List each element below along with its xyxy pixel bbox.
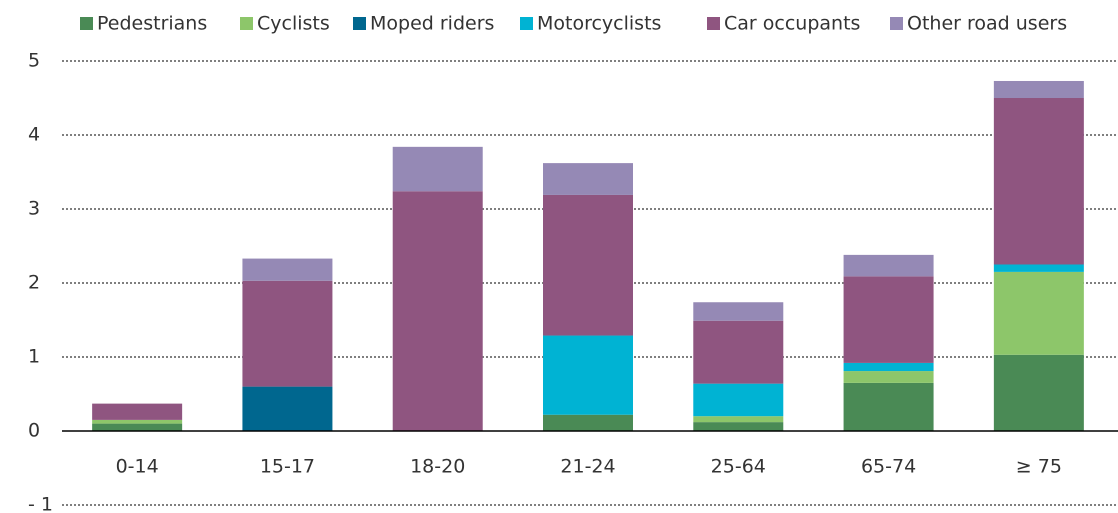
bar-segment (392, 191, 483, 431)
bar-segment (543, 194, 633, 336)
bar-segment (693, 320, 784, 384)
legend-swatch (707, 17, 720, 30)
x-tick-label: 21-24 (560, 456, 615, 478)
bar-segment (693, 416, 784, 423)
x-tick-label: 65-74 (861, 456, 916, 478)
legend-swatch (890, 17, 903, 30)
bar-segment (92, 419, 183, 424)
bar-segment (993, 80, 1084, 98)
bar-segment (843, 254, 934, 277)
y-tick-label: 5 (28, 50, 40, 72)
x-tick-label: 15-17 (260, 456, 315, 478)
bar-segment (242, 386, 333, 431)
bar-segment (543, 335, 633, 415)
bar-segment (543, 414, 633, 431)
x-tick-label: 0-14 (116, 456, 159, 478)
legend-swatch (80, 17, 93, 30)
bar-segment (693, 422, 784, 431)
x-tick-label: ≥ 75 (1016, 456, 1062, 478)
y-tick-label: 1 (28, 346, 40, 368)
bar-segment (92, 423, 183, 431)
legend-label: Pedestrians (97, 13, 207, 35)
legend-label: Moped riders (370, 13, 494, 35)
y-tick-label: 4 (28, 124, 40, 146)
bar-segment (392, 146, 483, 192)
bar-segment (993, 264, 1084, 272)
x-tick-label: 25-64 (711, 456, 766, 478)
x-tick-label: 18-20 (410, 456, 465, 478)
y-tick-label: 3 (28, 198, 40, 220)
y-tick-label: 2 (28, 272, 40, 294)
bar-segment (843, 362, 934, 372)
bar-segment (843, 276, 934, 363)
bar-segment (242, 258, 333, 281)
bar-segment (843, 382, 934, 431)
legend-swatch (353, 17, 366, 30)
y-tick-label: - 1 (28, 494, 53, 513)
legend-swatch (520, 17, 533, 30)
bar-segment (693, 383, 784, 417)
bar-segment (993, 271, 1084, 355)
legend-swatch (240, 17, 253, 30)
bar-segment (693, 302, 784, 321)
bar-segment (242, 280, 333, 387)
bar-segment (92, 403, 183, 420)
bar-segment (543, 163, 633, 195)
bar-segment (993, 354, 1084, 431)
legend-label: Cyclists (257, 13, 330, 35)
bar-segment (843, 371, 934, 383)
bar-segment (993, 98, 1084, 265)
legend-label: Motorcyclists (537, 13, 661, 35)
legend-label: Other road users (907, 13, 1067, 35)
legend-label: Car occupants (724, 13, 860, 35)
y-tick-label: 0 (28, 420, 40, 442)
